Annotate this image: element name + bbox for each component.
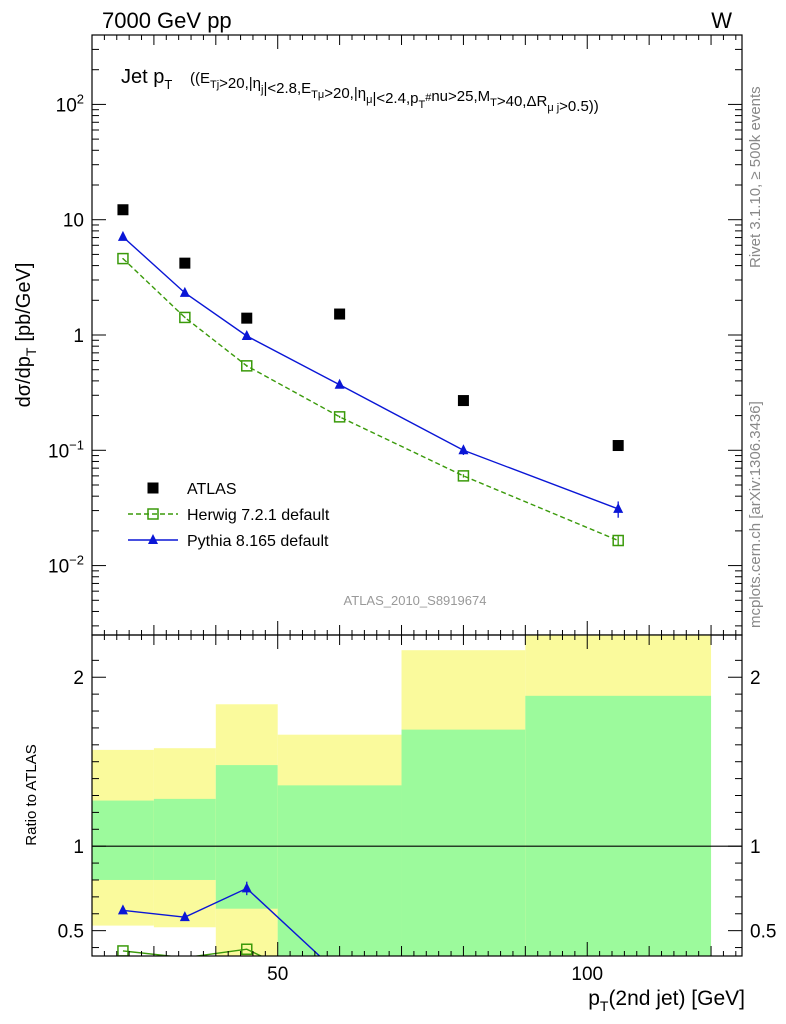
series-line	[122, 236, 619, 510]
data-point	[457, 470, 470, 482]
ratio-panel: 50 100 0.5 0.5 1 1 2 2 Ratio to ATLAS pT(2nd je…	[23, 634, 776, 1014]
mcplots-label: mcplots.cern.ch [arXiv:1306.3436]	[747, 401, 764, 628]
ratio-ylabel: Ratio to ATLAS	[23, 744, 40, 845]
ratio-ytick-label-right: 0.5	[750, 922, 776, 943]
data-point	[117, 230, 128, 241]
data-point	[612, 440, 624, 452]
legend: ATLAS Herwig 7.2.1 default Pythia 8.165 de…	[128, 481, 330, 550]
main-ytick-label: 10−2	[48, 553, 84, 578]
series-pythia-8-165-default	[117, 230, 624, 518]
data-point	[117, 252, 129, 265]
main-ytick-label: 1	[73, 326, 84, 347]
ratio-ytick-label-right: 2	[750, 668, 761, 689]
ratio-ytick-label: 0.5	[58, 922, 84, 943]
ratio-xtick-label: 100	[571, 964, 603, 985]
uncertainty-band-inner	[277, 785, 402, 956]
data-point	[241, 312, 253, 324]
data-point	[334, 378, 345, 389]
uncertainty-band-inner	[525, 695, 712, 956]
ratio-xlabel: pT(2nd jet) [GeV]	[588, 987, 745, 1014]
data-point	[179, 257, 191, 269]
ratio-ytick-label: 2	[73, 668, 84, 689]
legend-item: Herwig 7.2.1 default	[128, 507, 330, 524]
data-point	[117, 904, 128, 915]
data-point	[458, 444, 469, 455]
ratio-xtick-label: 50	[267, 964, 288, 985]
data-point	[148, 534, 158, 544]
main-title-cuts: ((ETj>20,|ηj|<2.8,ETμ>20,|ημ|<2.4,pT#nu>…	[190, 70, 599, 115]
data-point	[612, 534, 624, 547]
data-point	[147, 508, 159, 520]
data-point	[241, 943, 253, 955]
data-point	[334, 308, 346, 320]
legend-item: Pythia 8.165 default	[128, 533, 329, 550]
uncertainty-band-inner	[401, 729, 526, 956]
legend-label: Pythia 8.165 default	[187, 533, 329, 550]
ratio-ytick-label: 1	[73, 837, 84, 858]
ratio-line	[122, 887, 321, 956]
main-ytick-label: 10−1	[48, 437, 84, 462]
svg-text:Ratio to ATLAS: Ratio to ATLAS	[23, 744, 40, 845]
series-line	[122, 258, 619, 542]
series-atlas	[117, 204, 624, 452]
data-point	[117, 204, 129, 216]
main-ylabel: dσ/dpT[pb/GeV]	[13, 263, 39, 408]
energy-label: 7000 GeV pp	[102, 8, 232, 33]
data-point	[457, 395, 469, 407]
main-ytick-label: 10	[63, 211, 84, 232]
data-point	[241, 330, 252, 341]
ratio-frame	[91, 634, 743, 957]
analysis-watermark: ATLAS_2010_S8919674	[344, 593, 487, 608]
data-point	[147, 482, 159, 494]
data-point	[179, 911, 190, 922]
data-point	[333, 411, 346, 423]
data-point	[241, 360, 253, 372]
main-title: Jet pT	[121, 66, 172, 92]
uncertainty-band-inner	[92, 800, 154, 880]
ratio-ytick-label-right: 1	[750, 837, 761, 858]
svg-text:dσ/dpT[pb/GeV]: dσ/dpT[pb/GeV]	[13, 263, 39, 408]
series-herwig-7-2-1-default	[117, 252, 624, 547]
rivet-label: Rivet 3.1.10, ≥ 500k events	[747, 86, 764, 268]
process-label: W	[711, 8, 732, 33]
data-point	[613, 502, 624, 513]
uncertainty-band-inner	[153, 798, 216, 880]
ratio-series-pythia-8-165-default	[117, 881, 321, 956]
data-point	[241, 882, 252, 893]
legend-label: ATLAS	[187, 481, 237, 498]
main-ytick-label: 102	[56, 91, 84, 116]
main-panel: 10−2 10−1 1 10 102 Jet pT ((ETj>20,|ηj|<2.8,…	[13, 34, 743, 636]
data-point	[179, 286, 190, 297]
legend-label: Herwig 7.2.1 default	[187, 507, 330, 524]
legend-item: ATLAS	[147, 481, 237, 498]
data-point	[179, 311, 191, 324]
